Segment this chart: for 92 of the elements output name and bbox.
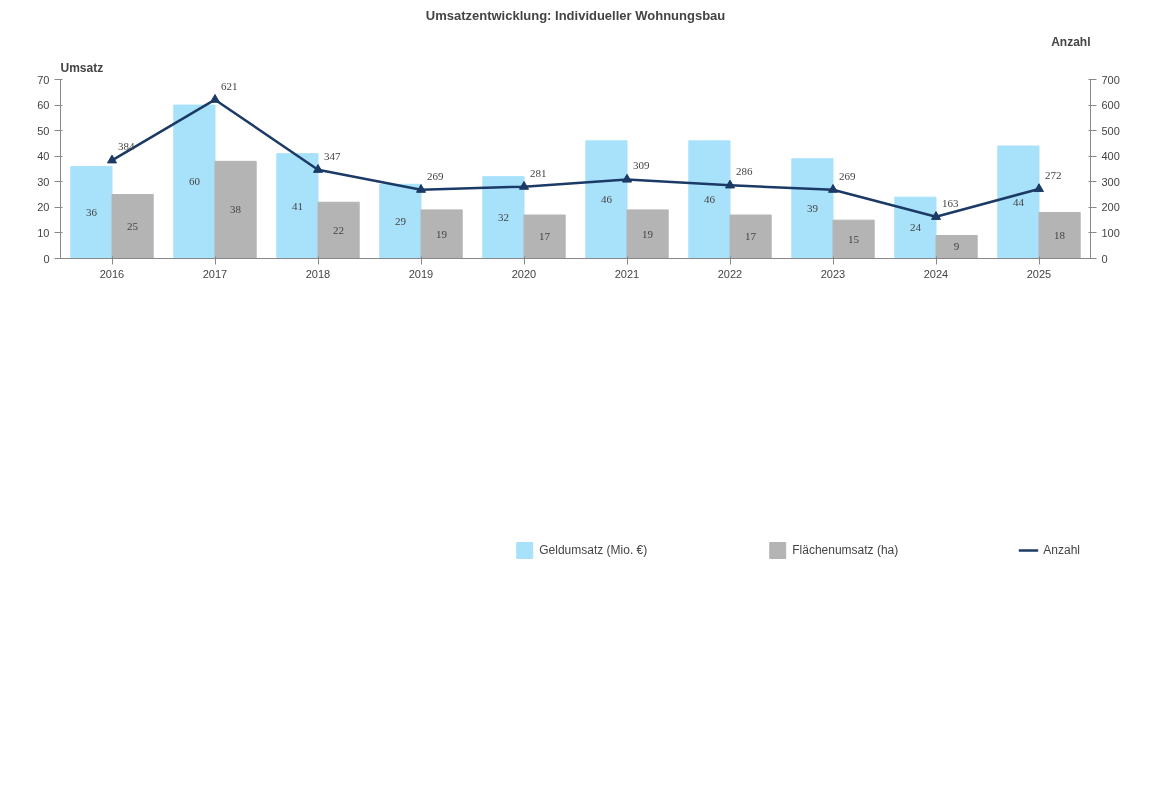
data-label: 24: [909, 221, 922, 234]
data-label: 163: [942, 196, 959, 209]
point: [622, 173, 632, 183]
legend-label: Flächenumsatz (ha): [792, 543, 899, 557]
bar: [379, 183, 422, 259]
chart-title: Umsatzentwicklung: Individueller Wohnungsbau: [425, 7, 726, 23]
data-label: 269: [427, 169, 444, 182]
bar: [317, 201, 360, 259]
x-tick-label: 2018: [305, 267, 331, 280]
x-tick-label: 2022: [717, 267, 743, 280]
data-label: 39: [806, 202, 819, 215]
data-label: 25: [127, 220, 139, 233]
point: [416, 184, 426, 193]
data-label: 17: [745, 230, 757, 243]
y2-tick-label: 700: [1101, 73, 1120, 86]
bar: [276, 153, 319, 259]
bar: [523, 214, 566, 259]
x-tick-label: 2017: [202, 267, 228, 280]
data-label: 281: [530, 166, 547, 179]
bar: [111, 194, 154, 259]
legend-label: Geldumsatz (Mio. €): [539, 543, 648, 557]
y2-tick-label: 200: [1101, 201, 1120, 214]
bar: [626, 209, 669, 259]
x-tick-label: 2024: [923, 267, 949, 280]
x-tick-label: 2016: [99, 267, 125, 280]
data-label: 44: [1012, 195, 1025, 208]
y-tick-label: 60: [37, 99, 50, 112]
data-label: 17: [539, 230, 551, 243]
bar: [729, 214, 772, 259]
y-tick-label: 70: [37, 73, 50, 86]
x-tick-label: 2025: [1026, 267, 1052, 280]
bar: [1038, 211, 1081, 259]
point: [210, 94, 220, 103]
data-label: 384: [118, 140, 135, 153]
data-label: 38: [230, 203, 242, 216]
y-tick-label: 50: [37, 124, 50, 137]
data-label: 286: [736, 165, 753, 178]
y2-tick-label: 400: [1101, 150, 1120, 163]
y-tick-label: 20: [37, 201, 50, 214]
y-tick-label: 10: [37, 226, 50, 239]
data-label: 19: [642, 227, 654, 240]
data-label: 347: [324, 149, 341, 162]
data-label: 29: [394, 214, 407, 227]
bar: [791, 158, 834, 259]
point: [828, 184, 838, 193]
data-label: 309: [633, 159, 650, 172]
data-label: 46: [600, 193, 613, 206]
data-label: 272: [1045, 168, 1062, 181]
data-label: 18: [1054, 228, 1066, 241]
data-label: 9: [953, 240, 960, 253]
y2-tick-label: 600: [1101, 99, 1120, 112]
y2-tick-label: 100: [1101, 226, 1120, 239]
x-tick-label: 2019: [408, 267, 434, 280]
bar: [832, 219, 875, 259]
x-tick-label: 2021: [614, 267, 640, 280]
data-label: 22: [333, 223, 345, 236]
y-axis-title: Umsatz: [60, 60, 104, 75]
data-label: 46: [703, 193, 716, 206]
y2-tick-label: 500: [1101, 124, 1120, 137]
data-label: 621: [221, 79, 238, 92]
bar: [585, 140, 628, 259]
bar: [420, 209, 463, 259]
point: [519, 180, 529, 190]
point: [725, 179, 735, 189]
x-tick-label: 2023: [820, 267, 846, 280]
bar: [173, 104, 216, 259]
point: [931, 211, 941, 220]
y2-tick-label: 300: [1101, 175, 1120, 188]
point: [313, 164, 323, 173]
y-tick-label: 40: [37, 150, 50, 163]
data-label: 19: [436, 227, 448, 240]
y2-tick-label: 0: [1101, 252, 1108, 265]
bar: [894, 196, 937, 259]
bar: [482, 176, 525, 259]
data-label: 41: [291, 199, 303, 212]
y2-axis-title: Anzahl: [1051, 34, 1091, 49]
bar: [70, 165, 113, 259]
bar: [997, 145, 1040, 259]
x-tick-label: 2020: [511, 267, 537, 280]
bar: [935, 234, 978, 259]
point: [1034, 183, 1044, 193]
data-label: 36: [85, 205, 98, 218]
y-tick-label: 30: [37, 175, 50, 188]
bar: [688, 140, 731, 259]
legend-label: Anzahl: [1043, 543, 1080, 557]
data-label: 60: [188, 175, 201, 188]
data-label: 32: [497, 211, 509, 224]
data-label: 15: [848, 232, 860, 245]
y-tick-label: 0: [43, 252, 50, 265]
bar: [214, 160, 257, 259]
data-label: 269: [839, 169, 856, 182]
point: [107, 154, 117, 164]
